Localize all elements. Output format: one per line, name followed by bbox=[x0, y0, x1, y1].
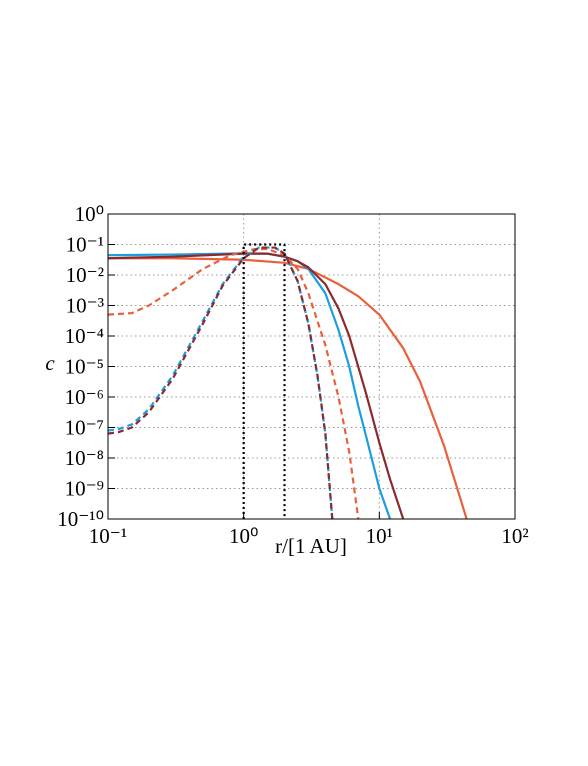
y-tick-label: 10⁻¹ bbox=[66, 233, 104, 257]
y-tick-label: 10⁻³ bbox=[66, 294, 104, 318]
series-line bbox=[108, 247, 360, 519]
y-tick-label: 10⁻⁴ bbox=[65, 324, 104, 348]
y-tick-label: 10⁻⁹ bbox=[65, 477, 104, 501]
series-line bbox=[108, 257, 468, 519]
y-tick-label: 10⁻⁸ bbox=[65, 446, 104, 470]
x-tick-label: 10⁰ bbox=[229, 524, 258, 548]
series-line bbox=[108, 246, 334, 519]
x-tick-label: 10² bbox=[501, 524, 528, 548]
x-tick-label: 10⁻¹ bbox=[89, 524, 127, 548]
y-tick-label: 10⁻⁵ bbox=[65, 355, 104, 379]
series-line bbox=[108, 252, 392, 519]
series-line bbox=[108, 252, 405, 519]
y-tick-label: 10⁰ bbox=[75, 202, 104, 226]
x-axis-label: r/[1 AU] bbox=[275, 534, 347, 558]
grid bbox=[107, 213, 516, 520]
y-axis-label: c bbox=[45, 351, 55, 375]
y-tick-label: 10⁻⁶ bbox=[65, 385, 104, 409]
y-tick-label: 10⁻¹⁰ bbox=[57, 507, 104, 531]
ticks: 10⁻¹ 10⁰ 10¹ 10² 10⁰ 10⁻¹ 10⁻² 10⁻³ 10⁻⁴ 10⁻⁵ 10⁻⁶… bbox=[57, 202, 528, 548]
y-tick-label: 10⁻² bbox=[66, 263, 104, 287]
lines bbox=[108, 243, 468, 519]
series-line bbox=[242, 243, 286, 519]
y-tick-label: 10⁻⁷ bbox=[65, 416, 104, 440]
x-tick-label: 10¹ bbox=[366, 524, 393, 548]
